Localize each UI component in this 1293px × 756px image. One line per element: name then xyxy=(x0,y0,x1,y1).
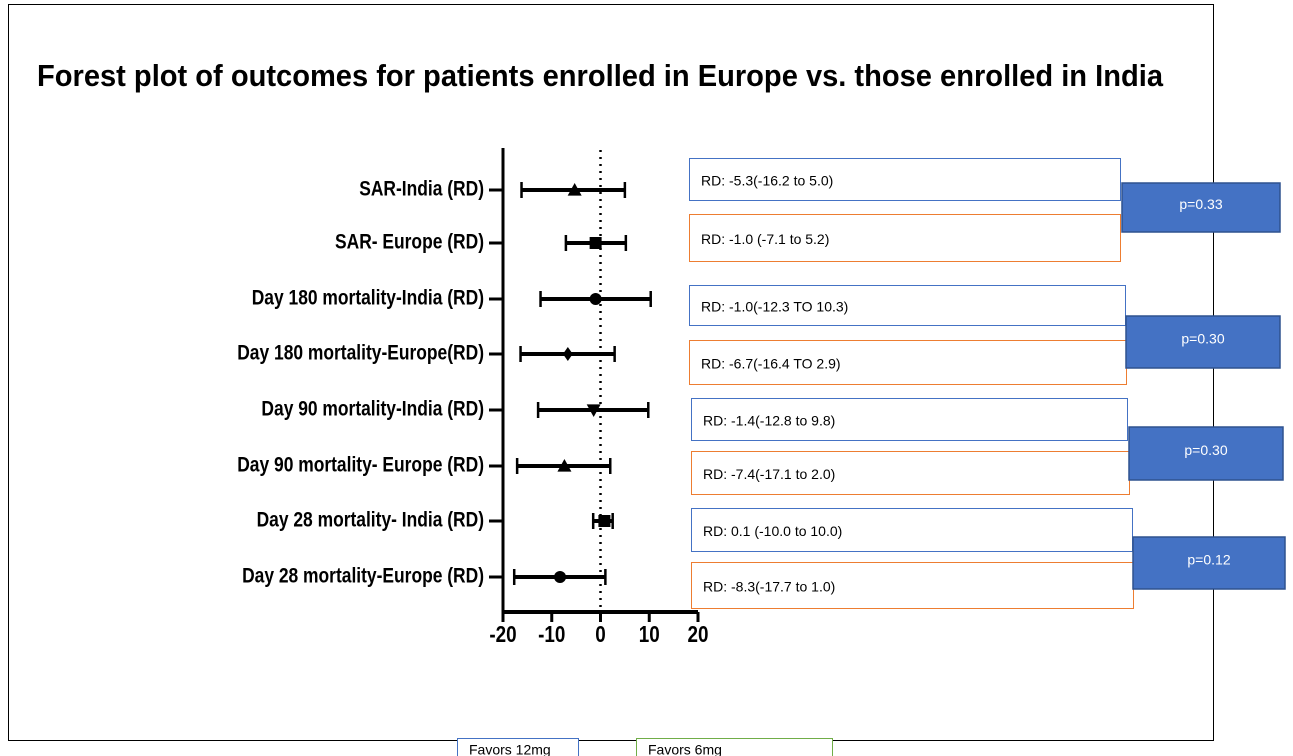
y-tick-label-group: Day 28 mortality- India (RD) xyxy=(257,509,484,532)
y-tick-label: SAR-India (RD) xyxy=(359,178,484,201)
legend-label: Favors 12mg xyxy=(469,742,551,756)
annotation: RD: 0.1 (-10.0 to 10.0) xyxy=(703,523,842,539)
annotation: RD: -1.0 (-7.1 to 5.2) xyxy=(701,231,829,247)
x-tick-label-group: 10 xyxy=(639,622,660,647)
annotation: RD: -1.4(-12.8 to 9.8) xyxy=(703,413,835,429)
annotation-box xyxy=(691,398,1128,441)
legend-label: Favors 6mg xyxy=(648,742,722,756)
x-tick-label: -20 xyxy=(489,622,516,647)
annotation: RD: -7.4(-17.1 to 2.0) xyxy=(703,466,835,482)
p-value-box xyxy=(1125,315,1281,369)
annotation-box xyxy=(691,451,1130,495)
annotation: RD: -5.3(-16.2 to 5.0) xyxy=(701,173,833,189)
annotation: RD: -1.0(-12.3 TO 10.3) xyxy=(701,299,848,315)
point xyxy=(586,404,601,417)
annotation-box xyxy=(691,562,1134,609)
p-value: p=0.12 xyxy=(1187,552,1230,568)
p-value-box xyxy=(1121,182,1281,233)
p-value: p=0.30 xyxy=(1181,331,1224,347)
p-value-box xyxy=(1128,426,1284,481)
y-tick-label-group: Day 90 mortality-India (RD) xyxy=(261,398,484,421)
x-tick-label-group: 0 xyxy=(595,622,605,647)
y-tick-label: Day 180 mortality-India (RD) xyxy=(252,287,484,310)
legend-box xyxy=(457,738,579,756)
p-value: p=0.33 xyxy=(1179,196,1222,212)
annotation-box xyxy=(691,508,1133,552)
annotation-box xyxy=(689,214,1121,262)
x-tick-label: 20 xyxy=(688,622,709,647)
y-tick-label: Day 90 mortality- Europe (RD) xyxy=(237,454,484,477)
y-tick-label: Day 28 mortality- India (RD) xyxy=(257,509,484,532)
point xyxy=(567,183,582,196)
legend-box xyxy=(636,738,833,756)
y-tick-label: Day 180 mortality-Europe(RD) xyxy=(237,342,484,365)
y-tick-label-group: Day 28 mortality-Europe (RD) xyxy=(242,565,484,588)
annotation-box xyxy=(689,158,1121,201)
p-value: p=0.30 xyxy=(1184,442,1227,458)
y-tick-label-group: Day 180 mortality-India (RD) xyxy=(252,287,484,310)
point xyxy=(557,459,572,472)
point xyxy=(589,237,602,249)
annotation-box xyxy=(689,285,1126,326)
point xyxy=(589,293,602,305)
y-tick-label-group: SAR- Europe (RD) xyxy=(335,231,484,254)
y-tick-label-group: SAR-India (RD) xyxy=(359,178,484,201)
x-tick-label-group: -20 xyxy=(489,622,516,647)
annotation-box xyxy=(689,340,1127,385)
x-tick-label-group: -10 xyxy=(538,622,565,647)
point xyxy=(598,515,611,527)
annotation: RD: -8.3(-17.7 to 1.0) xyxy=(703,579,835,595)
y-tick-label: SAR- Europe (RD) xyxy=(335,231,484,254)
p-value-box xyxy=(1132,536,1286,590)
x-tick-label: 0 xyxy=(595,622,605,647)
point xyxy=(562,347,573,361)
chart-title: Forest plot of outcomes for patients enr… xyxy=(37,58,1164,93)
annotation: RD: -6.7(-16.4 TO 2.9) xyxy=(701,356,841,372)
point xyxy=(554,571,567,583)
x-tick-label: 10 xyxy=(639,622,660,647)
y-tick-label-group: Day 90 mortality- Europe (RD) xyxy=(237,454,484,477)
x-tick-label-group: 20 xyxy=(688,622,709,647)
y-tick-label: Day 90 mortality-India (RD) xyxy=(261,398,484,421)
x-tick-label: -10 xyxy=(538,622,565,647)
y-tick-label: Day 28 mortality-Europe (RD) xyxy=(242,565,484,588)
y-tick-label-group: Day 180 mortality-Europe(RD) xyxy=(237,342,484,365)
